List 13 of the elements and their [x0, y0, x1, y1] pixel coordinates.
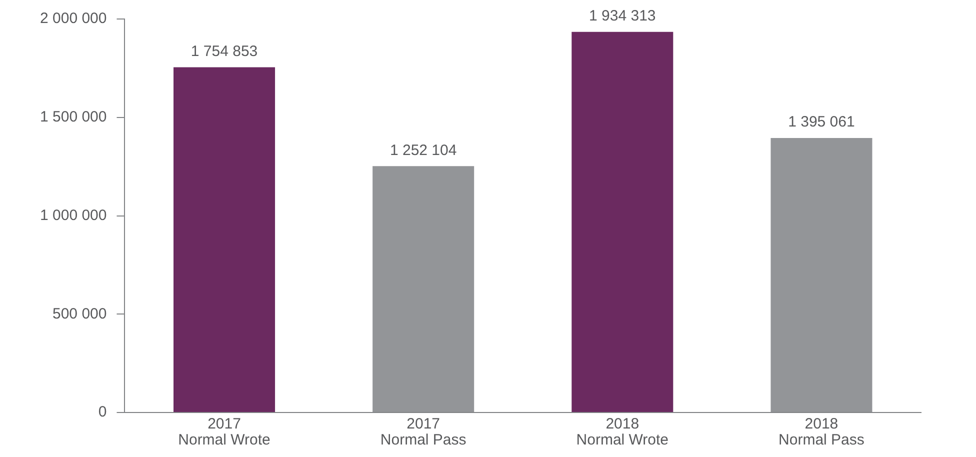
x-tick-label: 2017 Normal Wrote — [178, 416, 270, 448]
y-tick-label: 2 000 000 — [40, 10, 107, 28]
x-tick-label: 2018 Normal Pass — [778, 416, 864, 448]
data-label: 1 934 313 — [589, 8, 656, 25]
data-label: 1 395 061 — [788, 114, 855, 131]
data-label: 1 754 853 — [190, 42, 258, 60]
y-tick-label: 0 — [98, 404, 107, 421]
x-tick-label: 2017 Normal Pass — [380, 416, 466, 448]
y-tick-label: 500 000 — [52, 305, 107, 322]
y-tick-label: 1 500 000 — [40, 108, 107, 126]
x-tick-label: 2018 Normal Wrote — [576, 416, 669, 448]
data-label: 1 252 104 — [390, 142, 457, 159]
y-tick-label: 1 000 000 — [40, 206, 107, 224]
